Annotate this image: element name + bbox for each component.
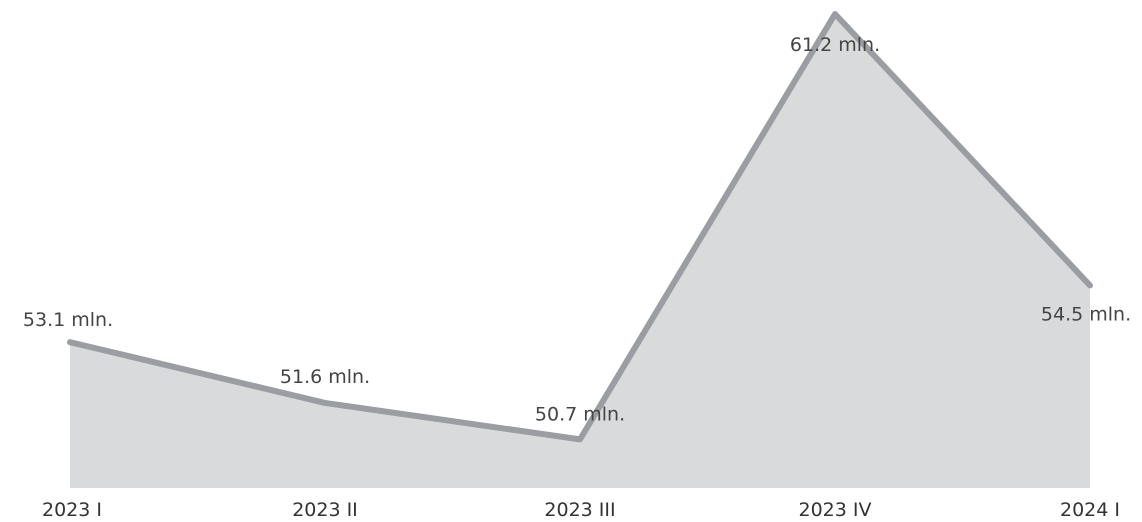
data-labels: 53.1 mln. 51.6 mln. 50.7 mln. 61.2 mln. 54.5… (23, 34, 1131, 425)
x-tick-label-5: 2024 I (1060, 499, 1120, 521)
x-tick-label-4: 2023 IV (799, 499, 872, 521)
data-label-1: 53.1 mln. (23, 309, 113, 331)
x-tick-label-3: 2023 III (544, 499, 615, 521)
data-label-3: 50.7 mln. (535, 403, 625, 425)
x-tick-label-2: 2023 II (292, 499, 358, 521)
data-label-2: 51.6 mln. (280, 366, 370, 388)
data-label-4: 61.2 mln. (790, 34, 880, 56)
x-tick-label-1: 2023 I (42, 499, 102, 521)
series-line (67, 11, 1093, 443)
x-axis-ticks: 2023 I 2023 II 2023 III 2023 IV 2024 I (42, 499, 1120, 521)
area-fill (70, 14, 1090, 488)
data-label-5: 54.5 mln. (1041, 303, 1131, 325)
